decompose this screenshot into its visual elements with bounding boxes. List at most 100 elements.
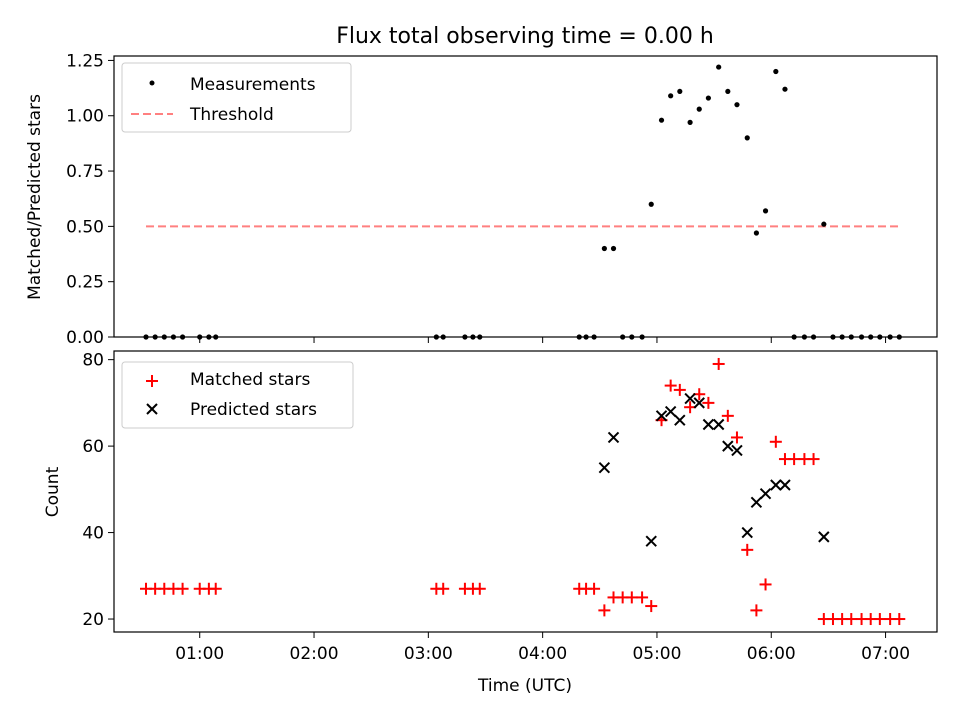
predicted-star-point (693, 397, 705, 409)
x-tick-label: 07:00 (861, 644, 910, 664)
predicted-star-point (598, 462, 611, 474)
measurement-point (152, 334, 158, 340)
top-y-ticks: 0.00 0.25 0.50 0.75 1.00 1.25 (66, 51, 114, 348)
bottom-y-ticks: 20 40 60 80 (82, 351, 114, 630)
top-y-axis-label: Matched/Predicted stars (25, 94, 45, 300)
measurement-point (762, 208, 769, 214)
measurement-point (668, 93, 674, 99)
measurement-point (725, 88, 731, 95)
measurement-point (705, 95, 711, 101)
predicted-star-point (750, 496, 763, 509)
matched-star-point (664, 379, 677, 392)
predicted-star-point (722, 440, 734, 452)
top-legend: Measurements Threshold (121, 62, 352, 133)
bottom-legend: Matched stars Predicted stars (121, 361, 354, 429)
predicted-star-point (702, 418, 715, 431)
legend-matched-marker (146, 375, 158, 387)
measurement-point (687, 119, 693, 125)
matched-star-point (788, 453, 801, 466)
measurement-point (462, 334, 468, 340)
measurement-point (601, 245, 607, 252)
x-tick-label: 04:00 (518, 644, 567, 664)
matched-star-point (893, 613, 906, 626)
measurement-point (179, 334, 186, 340)
matched-star-point (750, 604, 763, 617)
predicted-star-point (818, 531, 830, 543)
matched-star-point (673, 383, 686, 396)
measurement-point (648, 201, 654, 207)
measurement-points (143, 64, 902, 340)
matched-star-point (741, 543, 754, 556)
measurement-point (206, 334, 212, 340)
matched-star-point (636, 591, 649, 604)
bottom-plot-frame (113, 350, 938, 633)
predicted-star-point (664, 405, 677, 418)
matched-star-point (769, 435, 782, 448)
predicted-star-point (741, 526, 753, 539)
matched-star-point (176, 582, 189, 595)
measurement-point (753, 230, 759, 236)
matched-star-point (588, 582, 601, 595)
y-tick-label: 1.25 (66, 51, 104, 71)
measurement-point (810, 334, 817, 340)
legend-measurements-marker (149, 80, 155, 86)
measurement-point (433, 334, 439, 340)
matched-star-point (721, 409, 734, 422)
predicted-star-point (779, 479, 791, 491)
matched-star-point (209, 582, 222, 595)
measurement-point (821, 221, 827, 227)
top-legend-box (121, 62, 352, 133)
matched-star-point (712, 357, 725, 370)
matched-star-point (598, 604, 611, 617)
measurement-point (877, 334, 883, 340)
measurement-point (744, 135, 750, 141)
y-tick-label: 0.00 (66, 328, 104, 348)
matched-star-point (807, 453, 820, 466)
measurement-point (848, 334, 854, 340)
measurement-point (887, 334, 893, 340)
x-tick-label: 01:00 (175, 644, 224, 664)
predicted-star-point (645, 535, 657, 547)
matched-star-point (645, 600, 658, 613)
x-tick-label: 02:00 (290, 644, 339, 664)
y-tick-label: 80 (82, 351, 104, 371)
measurement-point (773, 68, 779, 75)
measurement-point (576, 334, 582, 340)
predicted-star-points (598, 392, 830, 547)
x-tick-label: 03:00 (404, 644, 453, 664)
y-tick-label: 20 (82, 610, 104, 630)
legend-threshold-label: Threshold (189, 105, 274, 125)
predicted-star-point (674, 414, 686, 426)
x-tick-label: 05:00 (632, 644, 681, 664)
measurement-point (734, 102, 740, 108)
measurement-point (143, 334, 149, 340)
measurement-point (440, 334, 446, 340)
measurement-point (658, 117, 665, 123)
measurement-point (477, 334, 483, 340)
predicted-star-point (770, 479, 782, 491)
measurement-point (858, 334, 865, 340)
matched-star-point (625, 591, 638, 604)
chart-title: Flux total observing time = 0.00 h (336, 24, 714, 49)
measurement-point (830, 334, 836, 340)
measurement-point (868, 334, 874, 340)
predicted-star-point (655, 410, 668, 422)
measurement-point (696, 106, 702, 112)
predicted-star-point (684, 392, 696, 405)
measurement-point (620, 334, 626, 340)
predicted-star-point (759, 487, 772, 500)
measurement-point (197, 334, 203, 340)
measurement-point (583, 334, 589, 340)
x-axis-label: Time (UTC) (477, 676, 572, 696)
top-x-ticks (199, 337, 887, 343)
matched-star-point (730, 431, 743, 444)
legend-predicted-label: Predicted stars (190, 400, 317, 420)
y-tick-label: 40 (82, 524, 104, 544)
bottom-x-ticks: 01:00 02:00 03:00 04:00 05:00 06:00 07:00 (175, 632, 910, 664)
y-tick-label: 0.25 (66, 273, 104, 293)
measurement-point (896, 334, 902, 340)
measurement-point (716, 64, 722, 70)
bottom-y-axis-label: Count (43, 466, 63, 517)
